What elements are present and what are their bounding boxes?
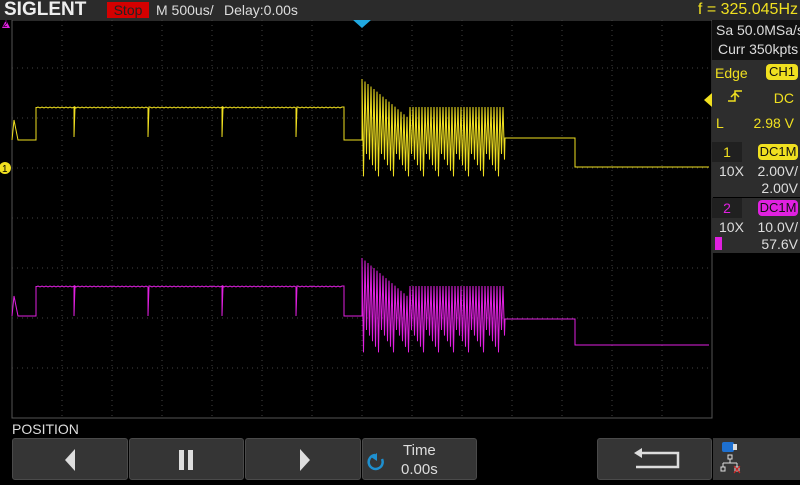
top-bar: SIGLENT Stop M 500us/ Delay:0.00s f = 32…: [0, 0, 800, 20]
pause-icon: [179, 450, 193, 470]
rising-edge-icon: [728, 90, 742, 102]
trigger-level: 2.98 V: [753, 115, 794, 131]
ch1-panel[interactable]: 1 DC1M 10X 2.00V/ 2.00V: [712, 142, 800, 197]
acquisition-info: Sa 50.0MSa/s Curr 350kpts: [712, 20, 800, 60]
position-right-button[interactable]: [245, 438, 361, 480]
ch2-coupling: DC1M: [758, 200, 798, 216]
ch2-bandwidth-limit-icon: [715, 237, 722, 250]
side-panel: Sa 50.0MSa/s Curr 350kpts Edge CH1 DC L …: [712, 20, 800, 253]
return-arrow-icon: [634, 448, 680, 469]
brand-logo: SIGLENT: [4, 0, 87, 20]
time-position-button[interactable]: Time 0.00s: [362, 438, 477, 480]
trigger-position-marker: [353, 20, 371, 28]
trigger-source: CH1: [766, 64, 798, 80]
ch2-number: 2: [712, 198, 742, 218]
timebase[interactable]: M 500us/: [156, 2, 214, 18]
trigger-delay[interactable]: Delay:0.00s: [224, 2, 298, 18]
ch1-scale: 2.00V/: [757, 163, 798, 179]
rotate-knob-icon: [367, 453, 384, 471]
menu-title: POSITION: [12, 421, 79, 437]
trigger-coupling: DC: [773, 90, 794, 106]
position-left-button[interactable]: [12, 438, 128, 480]
time-value: 0.00s: [401, 461, 438, 478]
trigger-level-marker: [704, 93, 712, 107]
pause-button[interactable]: [129, 438, 244, 480]
ch2-probe: 10X: [719, 219, 744, 235]
ch1-marker-label: 1: [2, 164, 8, 175]
trigger-level-label: L: [716, 115, 724, 131]
ch2-marker-label: 2: [3, 20, 8, 29]
memory-depth: Curr 350kpts: [718, 41, 799, 57]
run-stop-status[interactable]: Stop: [107, 2, 149, 18]
ch2-offset: 57.6V: [761, 236, 798, 252]
ch1-coupling: DC1M: [758, 144, 798, 160]
usb-icon: [722, 442, 737, 452]
ch2-trace: [11, 257, 709, 353]
ch2-scale: 10.0V/: [757, 219, 798, 235]
return-button[interactable]: [597, 438, 712, 480]
triangle-right-icon: [300, 449, 310, 471]
time-label: Time: [403, 442, 436, 459]
trigger-type: Edge: [715, 65, 748, 81]
triangle-left-icon: [65, 449, 75, 471]
trigger-panel[interactable]: Edge CH1 DC L 2.98 V: [712, 60, 800, 142]
waveform-display: 2 1: [0, 20, 713, 419]
ch2-offset-marker: [2, 20, 10, 28]
frequency-counter: f = 325.045Hz: [697, 1, 798, 18]
ch1-number: 1: [712, 142, 742, 162]
status-area: [713, 438, 800, 480]
ch1-offset: 2.00V: [761, 180, 798, 196]
ch1-trace: [11, 78, 709, 177]
sample-rate: Sa 50.0MSa/s: [716, 22, 800, 38]
ch2-panel[interactable]: 2 DC1M 10X 10.0V/ 57.6V: [712, 198, 800, 253]
network-icon: [720, 454, 741, 474]
ch1-offset-marker: [0, 162, 11, 174]
ch1-probe: 10X: [719, 163, 744, 179]
